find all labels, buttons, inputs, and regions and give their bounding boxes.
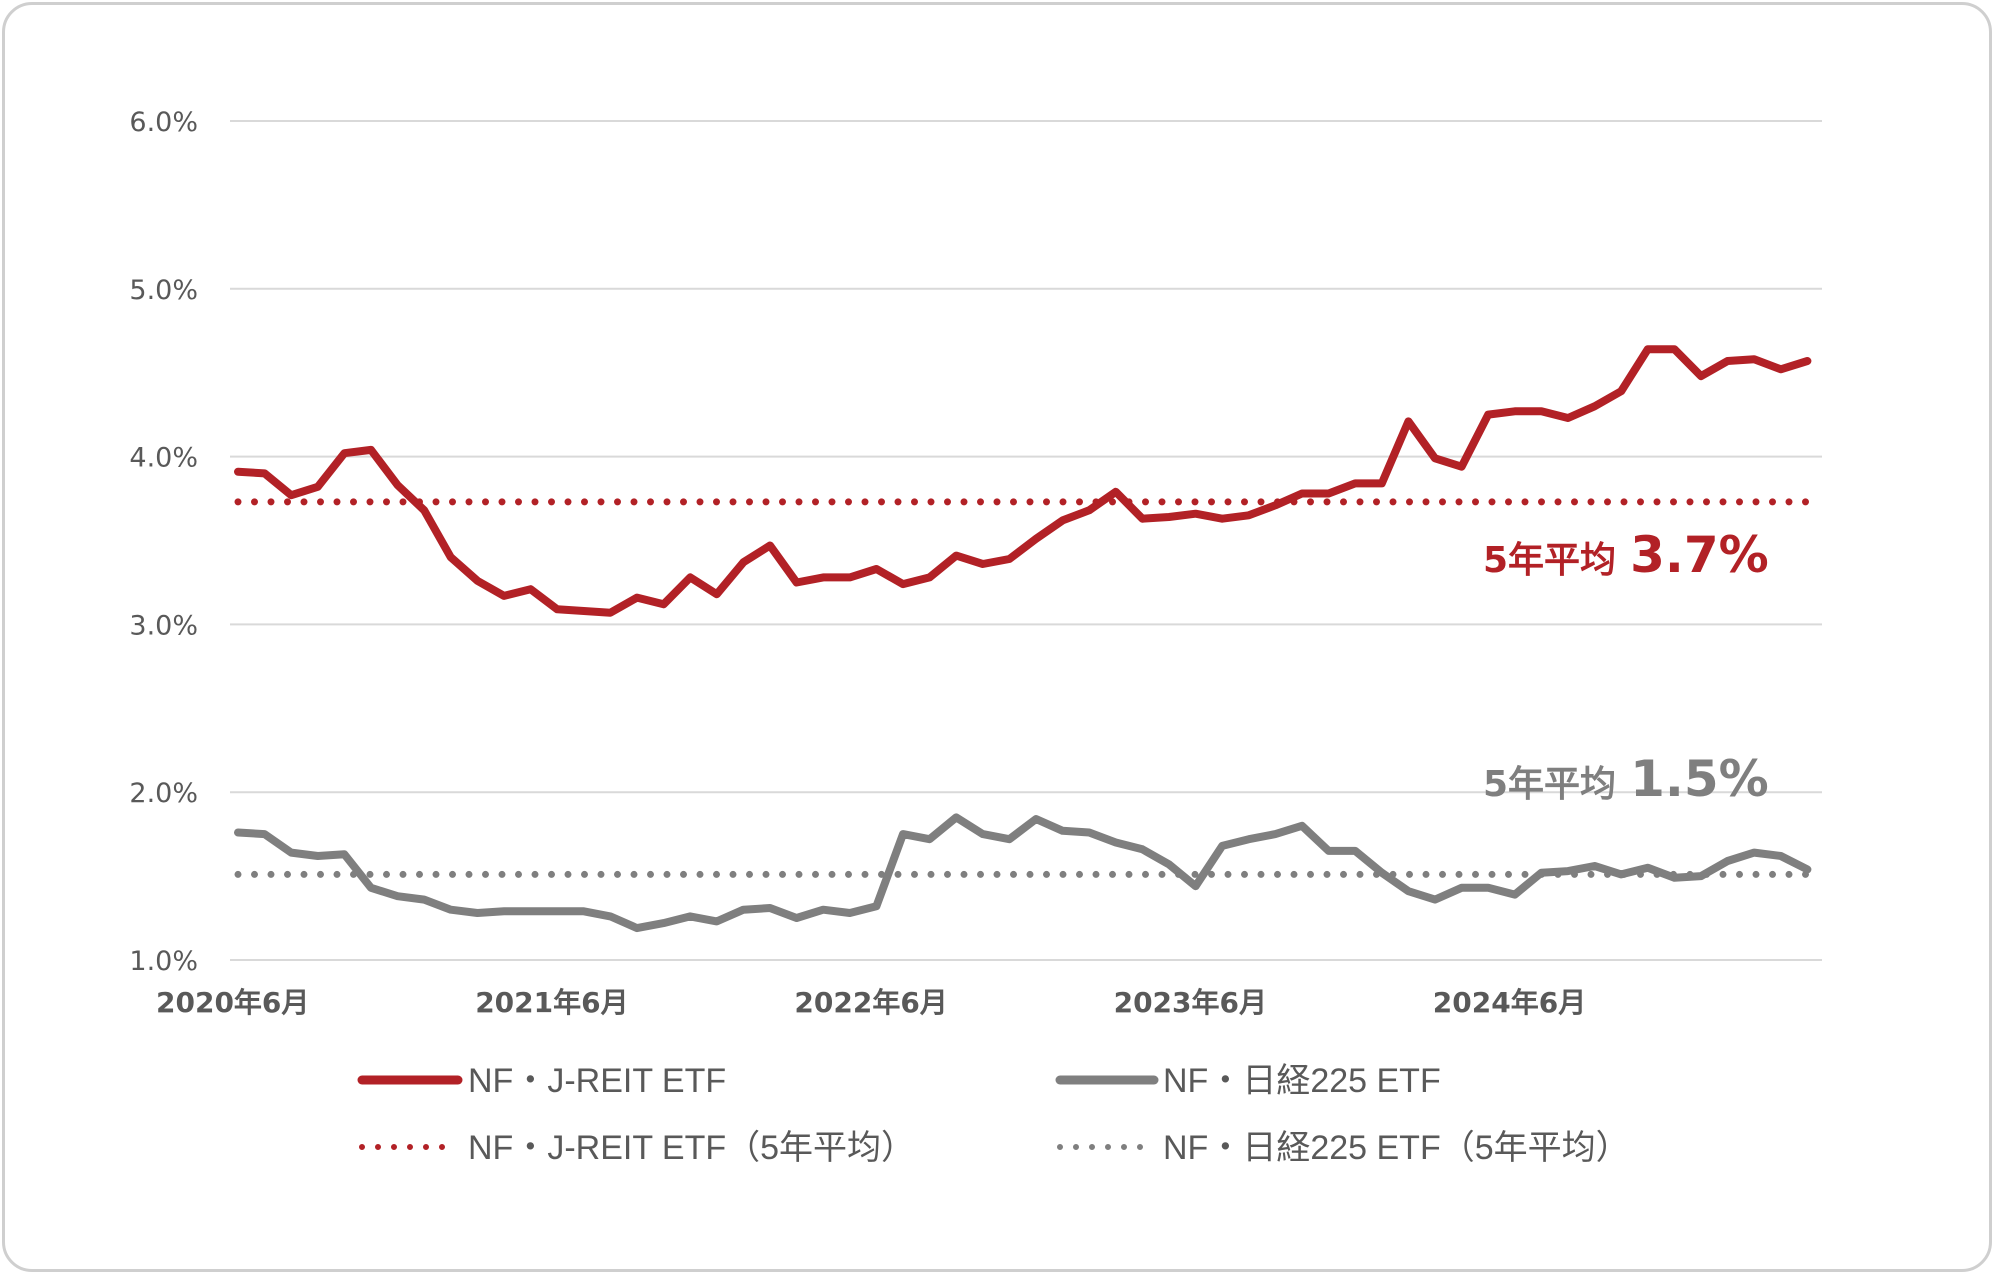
x-tick-label: 2024年6月	[1433, 986, 1586, 1019]
average-lines	[234, 498, 1811, 878]
y-tick-label: 2.0%	[129, 778, 198, 809]
x-tick-label: 2021年6月	[475, 986, 628, 1019]
y-tick-label: 6.0%	[129, 107, 198, 138]
svg-text:NF・日経225 ETF（5年平均）: NF・日経225 ETF（5年平均）	[1163, 1129, 1630, 1167]
svg-text:NF・J-REIT ETF: NF・J-REIT ETF	[468, 1062, 726, 1100]
jreit-yield-line	[234, 345, 1812, 617]
jreit-average-annotation: 5年平均 3.7%	[1483, 526, 1769, 584]
y-tick-label: 1.0%	[129, 946, 198, 977]
x-tick-label: 2023年6月	[1114, 986, 1267, 1019]
nikkei-yield-line	[234, 813, 1812, 933]
svg-text:NF・J-REIT ETF（5年平均）: NF・J-REIT ETF（5年平均）	[468, 1129, 915, 1167]
y-tick-label: 4.0%	[129, 443, 198, 474]
svg-text:NF・日経225 ETF: NF・日経225 ETF	[1163, 1062, 1441, 1100]
y-axis-labels: 1.0% 2.0% 3.0% 4.0% 5.0% 6.0%	[129, 107, 198, 977]
y-tick-label: 3.0%	[129, 610, 198, 641]
legend-item-jreit: NF・J-REIT ETF	[357, 1062, 726, 1100]
gridlines	[230, 120, 1822, 961]
legend-item-nikkei-average: NF・日経225 ETF（5年平均）	[1057, 1129, 1630, 1167]
series-lines	[234, 345, 1812, 933]
y-tick-label: 5.0%	[129, 275, 198, 306]
legend-item-nikkei: NF・日経225 ETF	[1055, 1062, 1441, 1100]
legend-item-jreit-average: NF・J-REIT ETF（5年平均）	[359, 1129, 915, 1167]
x-axis-labels: 2020年6月 2021年6月 2022年6月 2023年6月 2024年6月	[156, 986, 1586, 1019]
nikkei-average-annotation: 5年平均 1.5%	[1483, 750, 1769, 808]
x-tick-label: 2020年6月	[156, 986, 309, 1019]
legend: NF・J-REIT ETF NF・日経225 ETF NF・J-REIT ETF…	[357, 1062, 1630, 1167]
x-tick-label: 2022年6月	[794, 986, 947, 1019]
